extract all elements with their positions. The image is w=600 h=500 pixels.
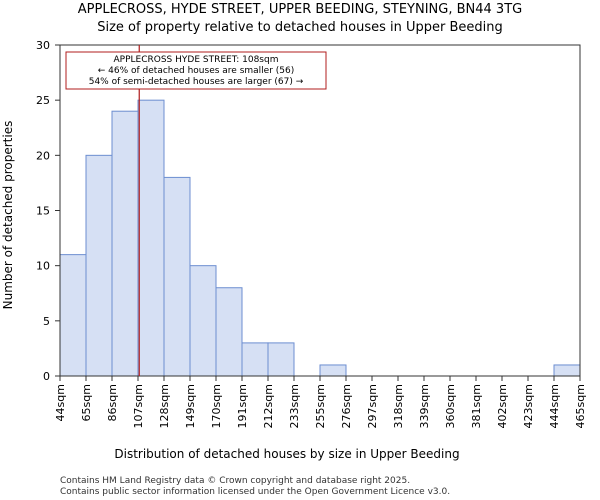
x-tick-label: 339sqm <box>418 384 431 428</box>
bar-44sqm <box>59 254 87 377</box>
y-axis: 0 5 10 15 20 25 30 <box>36 39 60 383</box>
annotation-box: APPLECROSS HYDE STREET: 108sqm ← 46% of … <box>65 51 327 90</box>
annotation-line-3: 54% of semi-detached houses are larger (… <box>89 77 304 87</box>
x-tick-label: 191sqm <box>236 384 249 428</box>
x-tick-label: 255sqm <box>314 384 327 428</box>
x-tick-label: 465sqm <box>574 384 587 428</box>
y-tick-label: 20 <box>36 149 50 162</box>
x-tick-label: 170sqm <box>210 384 223 428</box>
x-tick-label: 86sqm <box>106 384 119 421</box>
y-tick-label: 15 <box>36 205 50 218</box>
y-axis-label: Number of detached properties <box>1 121 15 310</box>
x-tick-label: 360sqm <box>444 384 457 428</box>
x-tick-label: 423sqm <box>522 384 535 428</box>
x-tick-label: 381sqm <box>470 384 483 428</box>
plot-frame <box>59 44 581 377</box>
y-tick-label: 0 <box>43 370 50 383</box>
x-tick-label: 44sqm <box>54 384 67 421</box>
x-tick-label: 149sqm <box>184 384 197 428</box>
bar-86sqm <box>111 110 139 377</box>
annotation-border <box>65 51 327 90</box>
x-tick-label: 128sqm <box>158 384 171 428</box>
bar-212sqm <box>267 342 295 377</box>
bar-191sqm <box>241 342 269 377</box>
annotation-line-2: ← 46% of detached houses are smaller (56… <box>98 66 295 76</box>
x-tick-label: 212sqm <box>262 384 275 428</box>
footer-line1: Contains HM Land Registry data © Crown c… <box>60 476 410 486</box>
x-tick-label: 233sqm <box>288 384 301 428</box>
chart-title-line1: APPLECROSS, HYDE STREET, UPPER BEEDING, … <box>78 2 522 17</box>
y-tick-label: 10 <box>36 260 50 273</box>
x-tick-label: 444sqm <box>548 384 561 428</box>
x-tick-label: 297sqm <box>366 384 379 428</box>
y-tick-label: 5 <box>43 315 50 328</box>
x-axis-label: Distribution of detached houses by size … <box>114 447 459 461</box>
bar-128sqm <box>163 176 191 377</box>
footer-line2: Contains public sector information licen… <box>60 487 450 497</box>
bar-107sqm <box>137 99 165 377</box>
bar-170sqm <box>215 287 243 377</box>
bar-255sqm <box>319 364 347 377</box>
x-tick-label: 276sqm <box>340 384 353 428</box>
x-tick-label: 318sqm <box>392 384 405 428</box>
chart-title-line2: Size of property relative to detached ho… <box>97 20 503 35</box>
bar-444sqm <box>553 364 581 377</box>
x-axis: 44sqm 65sqm 86sqm 107sqm 128sqm 149sqm 170sqm 1… <box>54 376 587 428</box>
bars-group <box>59 99 581 377</box>
y-tick-label: 30 <box>36 39 50 52</box>
x-tick-label: 107sqm <box>132 384 145 428</box>
x-tick-label: 65sqm <box>80 384 93 421</box>
bar-149sqm <box>189 265 217 377</box>
annotation-line-1: APPLECROSS HYDE STREET: 108sqm <box>114 55 279 65</box>
y-tick-label: 25 <box>36 94 50 107</box>
bar-65sqm <box>85 154 113 377</box>
x-tick-label: 402sqm <box>496 384 509 428</box>
